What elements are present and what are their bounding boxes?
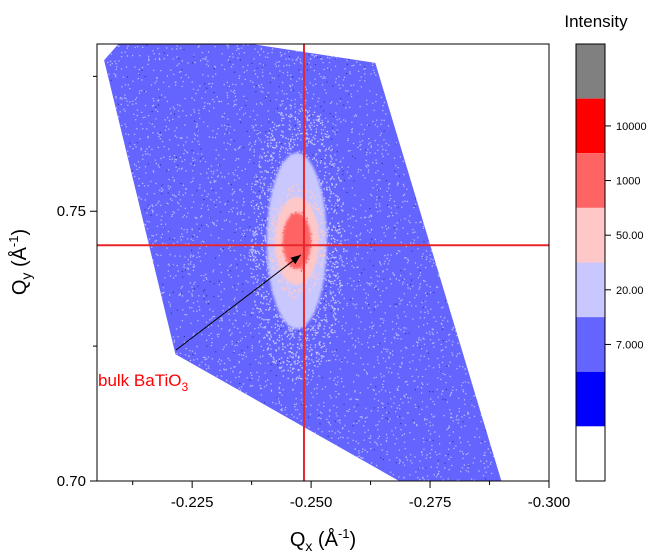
colorbar-label: 10000 <box>616 121 647 133</box>
x-tick-label: -0.250 <box>290 494 333 511</box>
y-tick-label: 0.70 <box>57 473 86 490</box>
x-tick-label: -0.275 <box>409 494 452 511</box>
x-tick-label: -0.300 <box>528 494 571 511</box>
y-axis-label: Qy (Å-1) <box>6 229 34 295</box>
colorbar-segment <box>576 371 605 427</box>
colorbar-title: Intensity <box>564 12 628 31</box>
bulk-peak <box>249 103 346 382</box>
colorbar: 10000 1000 50.00 20.00 7.000 <box>575 43 647 482</box>
colorbar-label: 7.000 <box>616 339 644 351</box>
annotation-arrow <box>175 254 302 351</box>
colorbar-label: 50.00 <box>616 230 644 242</box>
colorbar-segment <box>576 44 605 99</box>
x-axis: -0.225 -0.250 -0.275 -0.300 <box>132 481 571 511</box>
colorbar-segment <box>576 262 605 318</box>
colorbar-frame <box>575 43 606 482</box>
plot-frame <box>96 43 550 482</box>
colorbar-segment <box>576 207 605 263</box>
x-tick-label: -0.225 <box>171 494 214 511</box>
annotation-arrowhead <box>290 254 301 265</box>
colorbar-segment <box>576 153 605 208</box>
plot-area <box>97 44 549 481</box>
colorbar-label: 20.00 <box>616 285 644 297</box>
colorbar-segment <box>576 317 605 372</box>
y-tick-label: 0.75 <box>57 203 86 220</box>
colorbar-label: 1000 <box>616 176 640 188</box>
y-axis: 0.70 0.75 <box>57 75 97 490</box>
annotation-label: bulk BaTiO3 <box>98 371 188 394</box>
colorbar-segment <box>576 426 605 481</box>
colorbar-segment <box>576 98 605 154</box>
x-axis-label: Qx (Å-1) <box>290 526 356 554</box>
